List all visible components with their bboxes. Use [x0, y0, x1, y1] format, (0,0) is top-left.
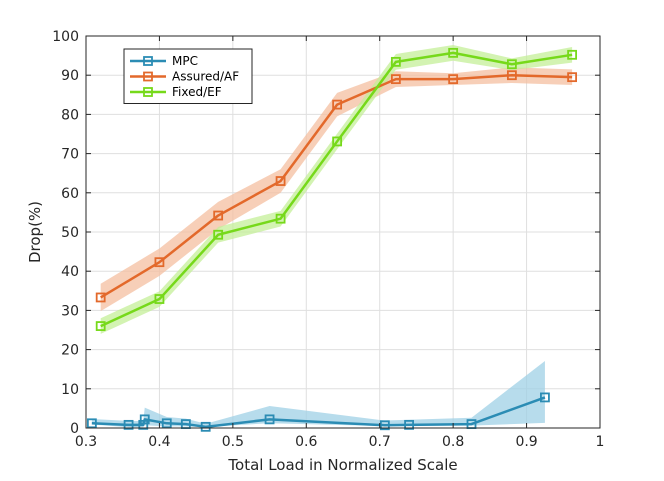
grid-lines [85, 35, 601, 429]
x-tick-label: 0.7 [369, 434, 391, 450]
fixed-ef-point [506, 59, 517, 70]
legend-marker-fixed-ef [143, 87, 153, 97]
y-tick-label: 30 [61, 303, 79, 319]
assured-af-point [95, 292, 106, 303]
assured-af-point [506, 70, 517, 81]
y-tick-label: 70 [61, 147, 79, 163]
mpc-line [91, 396, 546, 429]
assured-af-point [448, 74, 459, 85]
y-tick-label: 100 [52, 29, 79, 45]
mpc-point [161, 418, 172, 429]
assured-af-point [154, 257, 165, 268]
assured-af-point [567, 72, 577, 83]
x-tick-label: 0.4 [148, 434, 170, 450]
fixed-ef-point [567, 49, 577, 60]
assured-af-point [332, 99, 343, 110]
series-lines [91, 51, 573, 429]
y-tick-label: 60 [61, 186, 79, 202]
x-tick-label: 0.5 [222, 434, 244, 450]
mpc-point [379, 420, 390, 431]
fixed-ef-point [213, 229, 224, 240]
mpc-point [200, 421, 211, 432]
mpc-point [139, 414, 150, 425]
legend-label-mpc: MPC [172, 54, 198, 68]
y-tick-label: 20 [61, 343, 79, 359]
y-tick-label: 50 [61, 225, 79, 241]
mpc-point [404, 419, 414, 430]
mpc-point [86, 418, 97, 429]
x-tick-label: 1 [596, 434, 605, 450]
assured-af-band [100, 67, 573, 312]
fixed-ef-point [332, 136, 343, 147]
mpc-band [91, 360, 545, 428]
assured-af-point [390, 74, 401, 85]
fixed-ef-line [100, 51, 573, 328]
fixed-ef-point [154, 294, 165, 304]
mpc-point [264, 414, 275, 425]
fixed-ef-point [390, 56, 401, 67]
legend-marker-mpc [143, 56, 153, 66]
assured-af-line [100, 73, 573, 299]
y-tick-label: 40 [61, 264, 79, 280]
mpc-point [123, 419, 134, 430]
legend-label-assured-af: Assured/AF [172, 70, 239, 84]
fixed-ef-point [95, 321, 106, 331]
y-tick-label: 0 [70, 421, 79, 437]
y-tick-label: 90 [61, 68, 79, 84]
assured-af-point [275, 176, 286, 186]
mpc-point [540, 392, 550, 403]
assured-af-point [213, 210, 224, 221]
legend-marker-assured-af [143, 71, 153, 82]
y-tick-label: 80 [61, 107, 79, 123]
fixed-ef-point [275, 213, 286, 224]
legend-label-fixed-ef: Fixed/EF [172, 85, 222, 99]
x-tick-label: 0.3 [75, 434, 97, 450]
mpc-point [138, 419, 149, 430]
x-axis-label: Total Load in Normalized Scale [227, 456, 457, 474]
x-tick-label: 0.8 [442, 434, 464, 450]
y-tick-label: 10 [61, 382, 79, 398]
x-tick-label: 0.6 [295, 434, 317, 450]
axis-ticks: 0.3 0.4 0.5 0.6 0.7 0.8 0.9 1010203040506070809… [52, 29, 604, 450]
y-axis-label: Drop(%) [26, 201, 44, 263]
fixed-ef-point [448, 47, 459, 58]
x-tick-label: 0.9 [515, 434, 537, 450]
